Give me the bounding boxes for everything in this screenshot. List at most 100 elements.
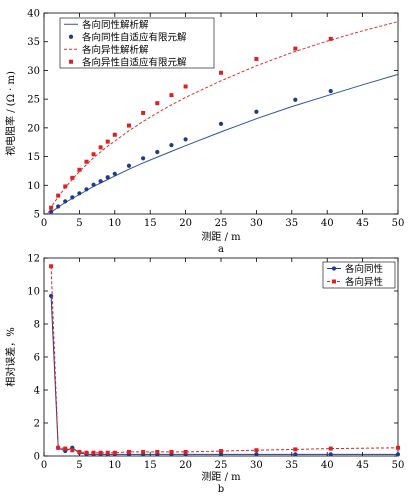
x-tick-label-a: 0: [41, 218, 47, 229]
data-point-b-1: [70, 448, 75, 453]
data-point-b-1: [328, 446, 333, 451]
data-point-b-1: [56, 445, 61, 450]
data-point-b-0: [254, 452, 259, 457]
data-point-a-1: [218, 121, 224, 126]
data-point-b-1: [219, 449, 223, 454]
data-point-a-3: [98, 145, 103, 150]
data-point-a-3: [219, 70, 223, 75]
data-point-a-3: [70, 175, 75, 180]
data-point-b-1: [254, 448, 259, 453]
chart-b: 0 5 10 15 20 25 30 35 40 45 50 0 2 4 6 8 10 12 测距 / m 相对误差，…: [4, 254, 404, 496]
data-point-a-1: [328, 89, 333, 94]
data-point-b-1: [77, 449, 82, 454]
data-point-b-1: [91, 450, 96, 455]
y-tick-label-b: 6: [34, 353, 40, 364]
data-point-b-1: [183, 449, 188, 454]
x-tick-label-a: 50: [392, 218, 405, 229]
y-tick-label-a: 5: [34, 210, 40, 221]
data-point-a-1: [56, 204, 61, 209]
data-point-a-3: [63, 184, 68, 189]
legend-swatch-marker-b-1: [332, 279, 336, 284]
data-point-a-1: [84, 187, 89, 192]
data-point-a-1: [98, 179, 103, 184]
data-point-b-1: [141, 449, 146, 454]
data-point-a-1: [70, 195, 75, 200]
y-tick-label-b: 0: [34, 452, 40, 463]
x-axis-label-a: 测距 / m: [201, 230, 241, 243]
data-point-a-3: [49, 205, 54, 210]
x-tick-label-b: 50: [392, 460, 405, 471]
data-point-a-3: [155, 101, 160, 106]
data-point-a-3: [112, 132, 117, 137]
y-tick-label-b: 2: [34, 419, 40, 430]
data-point-b-1: [63, 446, 68, 451]
panel-label-a: a: [218, 244, 224, 255]
data-point-a-3: [169, 93, 174, 98]
x-tick-label-a: 45: [356, 218, 369, 229]
legend-swatch-marker-a-1: [68, 34, 74, 39]
legend-label-a-2: 各向异性解析解: [82, 44, 149, 56]
data-point-b-1: [112, 450, 117, 455]
y-tick-label-a: 25: [27, 95, 40, 106]
legend-label-a-1: 各向同性自适应有限元解: [82, 31, 187, 43]
y-axis-label-b: 相对误差，%: [4, 327, 17, 387]
data-point-a-1: [141, 156, 146, 161]
x-tick-label-b: 20: [179, 460, 192, 471]
y-tick-label-a: 30: [27, 66, 40, 77]
legend-box-a: [59, 17, 215, 69]
data-point-b-1: [155, 449, 160, 454]
x-tick-label-b: 5: [76, 460, 82, 471]
data-point-a-3: [126, 123, 131, 128]
x-tick-label-a: 30: [250, 218, 263, 229]
data-point-a-1: [126, 163, 132, 168]
x-tick-label-a: 35: [285, 218, 298, 229]
x-tick-label-b: 35: [285, 460, 298, 471]
data-point-b-0: [218, 452, 224, 457]
data-point-a-3: [105, 139, 110, 144]
legend-label-b-1: 各向异性: [345, 276, 384, 288]
y-axis-label-a: 视电阻率 / (Ω · m): [4, 71, 17, 156]
x-tick-label-b: 45: [356, 460, 369, 471]
x-tick-label-b: 30: [250, 460, 263, 471]
series-line-b-0: [50, 295, 398, 455]
data-point-a-3: [91, 152, 96, 157]
panel-label-b: b: [218, 484, 224, 495]
data-point-a-3: [293, 46, 298, 51]
data-point-a-3: [141, 110, 146, 115]
data-point-a-3: [183, 84, 188, 89]
data-point-a-1: [105, 175, 110, 180]
x-tick-label-b: 40: [321, 460, 334, 471]
data-point-a-1: [293, 97, 298, 102]
data-point-a-3: [84, 159, 89, 164]
y-tick-label-a: 15: [27, 152, 40, 163]
y-tick-label-a: 35: [27, 37, 40, 48]
data-point-a-1: [112, 171, 117, 176]
y-tick-label-a: 10: [27, 181, 40, 192]
series-line-a-0: [50, 73, 399, 213]
data-point-b-1: [169, 449, 174, 454]
data-point-a-1: [48, 209, 54, 214]
legend-swatch-marker-a-3: [69, 59, 73, 64]
data-point-a-1: [183, 137, 188, 142]
data-point-b-0: [328, 452, 333, 457]
x-tick-label-a: 25: [215, 218, 228, 229]
y-tick-label-a: 40: [27, 9, 40, 20]
x-tick-label-a: 15: [144, 218, 157, 229]
x-tick-label-b: 0: [41, 460, 47, 471]
data-point-a-1: [77, 191, 82, 196]
data-point-a-1: [254, 109, 259, 114]
legend-label-a-3: 各向异性自适应有限元解: [82, 56, 187, 68]
x-tick-label-a: 40: [321, 218, 334, 229]
data-point-b-1: [84, 450, 89, 455]
data-point-a-1: [169, 142, 174, 148]
y-tick-label-a: 20: [27, 123, 40, 134]
data-point-b-0: [395, 452, 401, 457]
series-line-a-2: [47, 21, 399, 215]
legend-box-b: [322, 261, 396, 289]
x-tick-label-a: 10: [108, 218, 121, 229]
